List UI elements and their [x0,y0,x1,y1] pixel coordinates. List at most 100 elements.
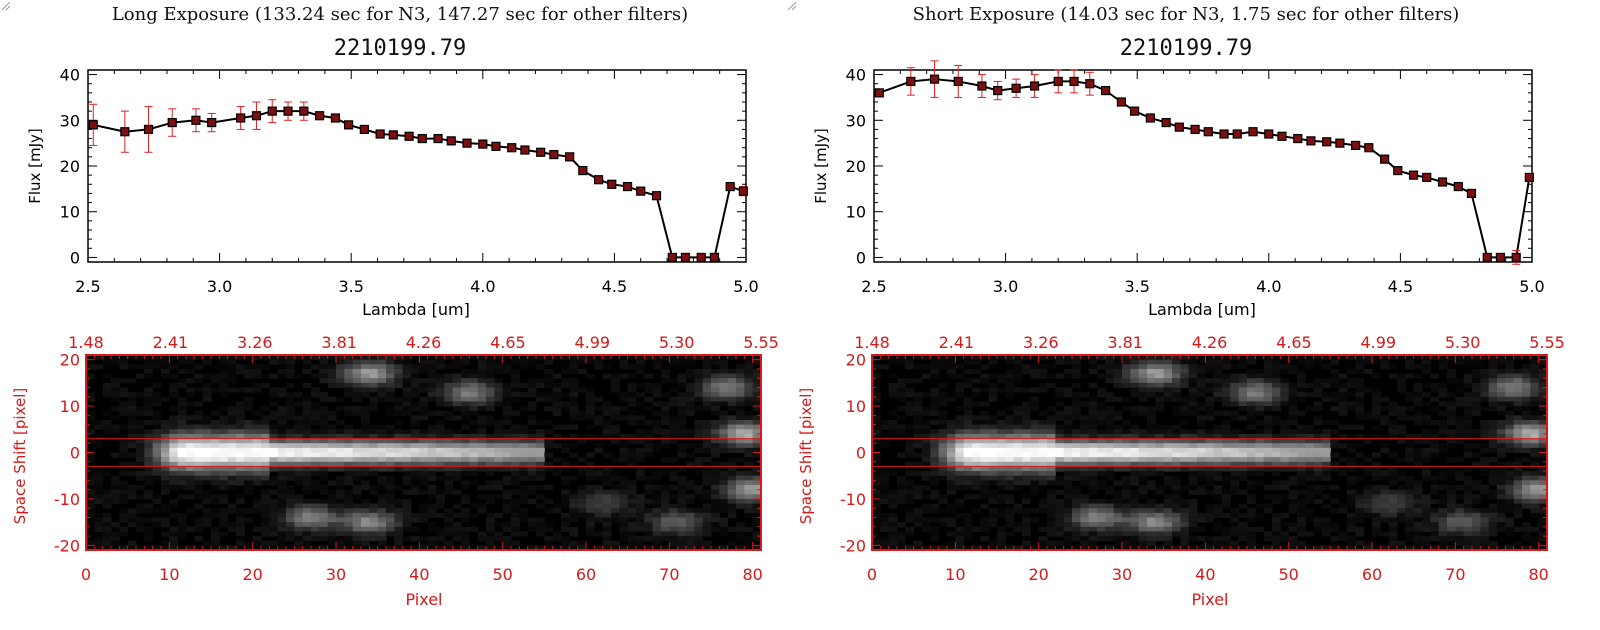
image-pixel [1447,443,1456,449]
image-pixel [694,536,704,542]
image-pixel [144,359,154,365]
image-pixel [352,457,362,463]
image-pixel [1430,498,1440,505]
image-pixel [1313,387,1323,393]
image-pixel [269,373,279,379]
image-pixel [1330,359,1340,365]
image-pixel [694,466,704,472]
image-pixel [261,461,270,467]
image-pixel [469,461,479,467]
image-pixel [669,508,679,514]
image-pixel [611,387,620,393]
image-pixel [1180,447,1190,453]
image-pixel [161,368,170,375]
image-pixel [1305,364,1315,370]
image-pixel [286,443,295,449]
image-pixel [652,540,662,546]
resize-grip-icon[interactable] [0,0,10,10]
image-pixel [1288,368,1298,375]
image-pixel [444,429,454,435]
image-pixel [980,494,990,500]
image-pixel [377,368,387,375]
image-pixel [1205,471,1215,477]
image-pixel [652,355,662,361]
image-pixel [1522,471,1531,477]
image-pixel [1322,382,1331,388]
image-pixel [627,536,637,542]
image-pixel [1347,503,1356,509]
image-pixel [394,508,404,514]
image-pixel [469,382,479,388]
image-pixel [394,433,404,440]
image-pixel [361,415,370,421]
image-pixel [1288,498,1298,505]
image-pixel [352,540,362,546]
image-pixel [486,368,495,375]
image-pixel [194,452,204,458]
data-point [1248,127,1258,137]
image-pixel [1180,410,1190,416]
image-pixel [461,466,470,472]
image-pixel [344,503,354,509]
image-pixel [1155,355,1165,361]
image-pixel [261,508,270,514]
image-pixel [327,508,337,514]
image-pixel [369,438,379,444]
image-pixel [627,531,637,537]
image-pixel [261,443,270,449]
image-pixel [352,433,362,440]
image-pixel [619,447,629,453]
image-pixel [1213,378,1223,384]
image-pixel [627,480,637,486]
image-pixel [1322,433,1331,440]
image-pixel [544,420,554,426]
image-pixel [1297,392,1306,398]
data-point [1219,129,1229,139]
image-pixel [702,489,712,495]
image-pixel [1255,480,1265,486]
image-pixel [1205,382,1215,388]
image-pixel [1388,480,1398,486]
image-pixel [219,387,229,393]
image-pixel [236,406,245,412]
image-pixel [1463,378,1473,384]
image-pixel [469,401,479,407]
image-pixel [997,378,1006,384]
image-pixel [1288,503,1298,509]
image-pixel [736,424,745,430]
image-pixel [486,512,495,518]
image-pixel [477,508,487,514]
image-pixel [511,438,520,444]
image-pixel [1422,392,1431,398]
image-pixel [872,373,881,379]
image-pixel [344,494,354,500]
image-pixel [236,461,245,467]
image-pixel [1472,480,1481,486]
image-pixel [1238,392,1248,398]
image-pixel [236,457,245,463]
image-pixel [252,471,262,477]
data-point [1101,85,1111,96]
image-pixel [427,387,437,393]
image-pixel [1372,498,1381,505]
image-pixel [1030,471,1040,477]
image-pixel [127,424,137,430]
image-pixel [1280,452,1290,458]
image-pixel [427,485,437,491]
image-pixel [169,382,179,388]
image-pixel [227,368,237,375]
image-pixel [1313,420,1323,426]
image-pixel [1180,359,1190,365]
x-tick-label: 2.5 [75,277,100,296]
image-pixel [144,517,154,523]
image-pixel [286,471,295,477]
image-pixel [1147,466,1156,472]
image-pixel [1247,480,1256,486]
image-pixel [552,392,562,398]
image-pixel [1038,471,1048,477]
image-pixel [211,475,220,481]
image-pixel [1455,494,1465,500]
image-pixel [594,396,604,402]
image-pixel [1422,494,1431,500]
image-pixel [394,396,404,402]
